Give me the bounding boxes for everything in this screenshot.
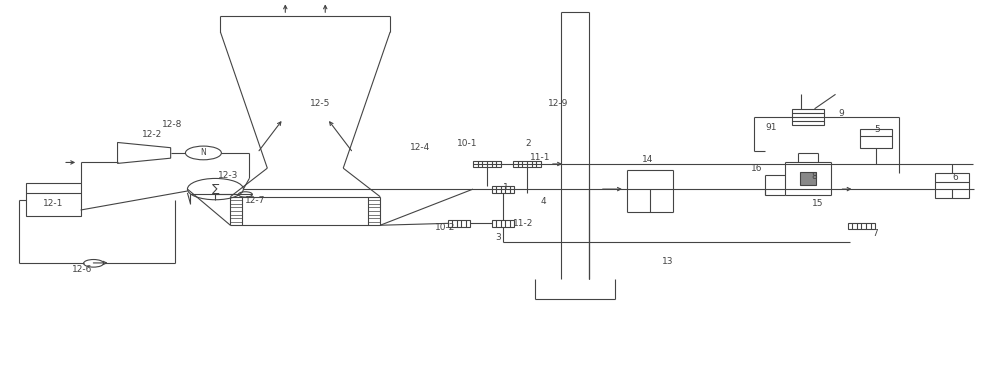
Text: 14: 14 [642,155,653,164]
Bar [848,223,875,229]
Bar [492,220,514,227]
Bar [448,220,470,227]
Text: 91: 91 [766,123,777,131]
Text: 7: 7 [873,229,878,238]
Bar [473,160,501,167]
Text: 5: 5 [875,125,880,134]
Text: 13: 13 [662,257,674,266]
Text: 6: 6 [952,173,958,182]
Text: 15: 15 [812,199,823,208]
Text: 9: 9 [839,109,844,118]
Bar [860,129,892,147]
Bar [513,160,541,167]
Bar [800,172,816,185]
Text: 4: 4 [540,197,546,206]
Bar [935,173,969,197]
Text: 1: 1 [503,183,509,193]
Text: 10-2: 10-2 [435,223,455,231]
Text: 12-2: 12-2 [142,130,163,139]
Text: 10-1: 10-1 [457,139,477,148]
Text: 12-1: 12-1 [43,199,64,208]
Text: 11-2: 11-2 [513,219,533,228]
Text: N: N [201,149,206,157]
Text: 11-1: 11-1 [530,153,550,162]
Text: 12-7: 12-7 [245,196,266,206]
Text: 8: 8 [812,172,817,181]
Bar [492,186,514,193]
Text: 2: 2 [525,139,531,148]
Bar [26,183,81,216]
Text: 12-9: 12-9 [548,99,568,108]
Text: 12-3: 12-3 [218,170,239,180]
Text: 3: 3 [495,233,501,242]
Text: 12-6: 12-6 [72,265,93,274]
Text: 16: 16 [751,164,762,173]
Text: 12-8: 12-8 [162,120,183,129]
Text: ∑: ∑ [212,184,219,194]
Bar [792,109,824,125]
Text: 12-5: 12-5 [310,99,330,108]
Text: 12-4: 12-4 [410,143,430,152]
